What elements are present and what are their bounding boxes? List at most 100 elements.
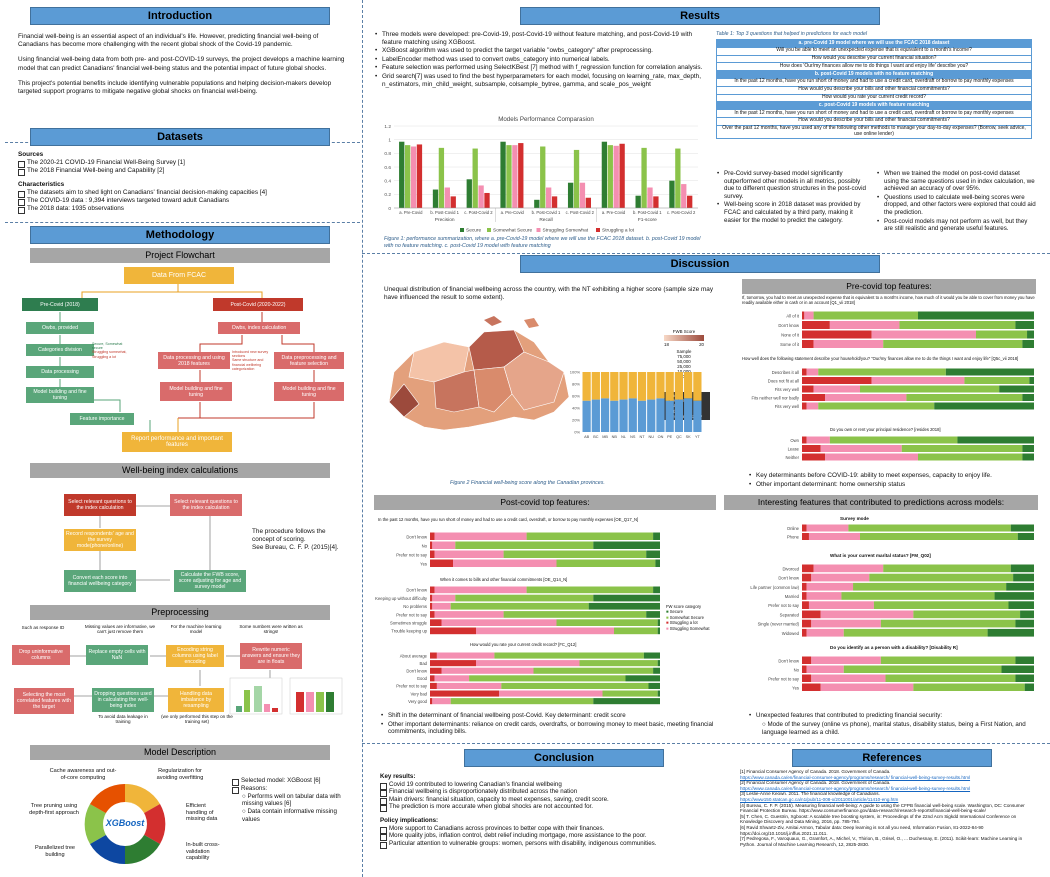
- prep-encoding: Encoding string columns using label enco…: [166, 645, 224, 667]
- prep-mini-chart-2: [289, 677, 343, 715]
- stack-segment: [806, 436, 830, 444]
- stack-segment: [593, 698, 660, 705]
- stack-tick-label: 0%: [574, 430, 580, 435]
- stack-segment: [432, 602, 451, 610]
- province-label: MB: [602, 435, 608, 439]
- stack-bar-male: [656, 372, 665, 399]
- stack-segment: [802, 683, 821, 691]
- ref-link[interactable]: https://www150.statcan.gc.ca/n1/pub/11-0…: [740, 796, 899, 802]
- wb-subheader: Well-being index calculations: [30, 463, 330, 478]
- stack-segment: [441, 667, 534, 674]
- stack-segment: [653, 667, 660, 674]
- model-feature-4: Efficient handling of missing data: [186, 803, 218, 823]
- stack-segment: [533, 667, 654, 674]
- stack-segment: [860, 533, 1018, 540]
- list-item: Feature selection was performed using Se…: [374, 64, 704, 72]
- stack-bar-male: [684, 372, 693, 399]
- stack-segment: [1013, 573, 1034, 582]
- bar: [687, 195, 693, 208]
- stack-segment: [885, 674, 1016, 682]
- table-row: c. post-Covid 19 models with feature mat…: [716, 101, 1032, 111]
- stack-bar-male: [693, 372, 702, 401]
- table-section-header: b. post-Covid 19 models with no feature …: [716, 70, 1032, 79]
- stack-segment: [802, 340, 814, 348]
- table-row: How does 'Our/my finances allow me to do…: [716, 62, 1032, 72]
- fc-tiny4: Same structure and financial wellbeing c…: [232, 358, 264, 371]
- stack-segment: [434, 550, 504, 558]
- stack-segment: [802, 321, 830, 329]
- category-label: Fits neither well nor badly: [752, 395, 800, 400]
- list-item: More support to Canadians across provinc…: [380, 825, 732, 834]
- bar: [404, 145, 411, 208]
- stack-segment: [806, 665, 844, 673]
- bar: [484, 192, 490, 208]
- post-q2-title: When it comes to bills and other financi…: [440, 577, 568, 582]
- post-q1-title: In the past 12 months, have you run shor…: [378, 517, 639, 522]
- prep-label-4: Some numbers were written as strings!: [239, 624, 303, 635]
- table-cell: How would you describe your bills and ot…: [716, 116, 1032, 126]
- pre-bullets: Key determinants before COVID-19: abilit…: [748, 472, 1038, 490]
- stack-bar-male: [674, 372, 684, 400]
- table-row: Will you be able to meet an unexpected e…: [716, 46, 1032, 56]
- stack-segment: [657, 627, 660, 635]
- list-item: The prediction is more accurate when glo…: [380, 803, 732, 812]
- stack-segment: [1029, 377, 1034, 384]
- category-label: Yes: [792, 685, 799, 690]
- bar: [681, 184, 687, 208]
- stack-bar-female: [637, 400, 647, 432]
- stack-bar-male: [628, 372, 637, 399]
- results-left-list: Pre-Covid survey-based model significant…: [716, 170, 866, 224]
- table-row: How would you describe your bills and ot…: [716, 85, 1032, 95]
- stack-segment: [1015, 674, 1034, 682]
- stack-segment: [802, 592, 807, 600]
- int-q1-chart: Online Phone: [787, 524, 1034, 540]
- stack-segment: [1006, 582, 1034, 591]
- stack-segment: [1017, 533, 1034, 540]
- list-item: Main drivers: financial situation, capac…: [380, 796, 732, 805]
- stack-segment: [818, 402, 935, 410]
- reason-2-text: Data contain informative missing values: [242, 808, 337, 823]
- stack-segment: [880, 619, 1016, 628]
- category-label: About average: [400, 653, 428, 658]
- category-label: Don't know: [778, 323, 800, 328]
- stack-bar-male: [637, 372, 647, 401]
- bar: [653, 196, 659, 208]
- category-label: No: [422, 543, 428, 548]
- stack-segment: [430, 682, 437, 689]
- table-row: In the past 12 months, have you run shor…: [716, 109, 1032, 118]
- results-left-bullets: Pre-Covid survey-based model significant…: [716, 170, 866, 225]
- sources-list: The 2020-21 COVID-19 Financial Well-Bein…: [18, 159, 348, 177]
- bar: [540, 146, 546, 208]
- stack-segment: [883, 340, 1023, 348]
- int-q1-title: Survey mode: [840, 516, 869, 521]
- province-label: PE: [667, 435, 673, 439]
- model-reason-sub: ○ Performs well on tabular data with mis…: [232, 793, 350, 824]
- stack-segment: [813, 340, 884, 348]
- list-item: Other important determinant: home owners…: [748, 481, 1038, 489]
- stack-segment: [476, 627, 614, 635]
- prep-note-6: To avoid data leakage in training: [98, 714, 148, 725]
- category-label: Don't know: [406, 534, 428, 539]
- stack-segment: [806, 368, 819, 376]
- stack-segment: [987, 628, 1034, 637]
- prep-label-2: Missing values are informative, we can't…: [84, 624, 156, 635]
- stack-segment: [430, 690, 499, 697]
- post-bullets: Shift in the determinant of financial we…: [380, 712, 714, 737]
- ref-link[interactable]: https://www.canada.ca/en/financial-consu…: [740, 785, 971, 791]
- stack-segment: [957, 436, 1034, 444]
- table-row: a. pre-Covid 19 model where we will use …: [716, 39, 1032, 48]
- stack-bar-male: [619, 372, 628, 400]
- bar: [450, 196, 456, 208]
- list-item: Shift in the determinant of financial we…: [380, 712, 714, 720]
- stack-bar-female: [610, 400, 619, 432]
- ref-link[interactable]: https://www.canada.ca/en/financial-consu…: [740, 774, 971, 780]
- stack-segment: [441, 619, 557, 626]
- stack-segment: [450, 698, 594, 705]
- category-label: Keeping up without difficulty: [375, 596, 428, 601]
- stack-segment: [434, 675, 470, 682]
- int-q3-chart: Don't know No Prefer not to say Yes: [768, 656, 1034, 691]
- fw-legend-lot-label: Struggling a lot: [669, 620, 698, 626]
- stack-bar-male: [591, 372, 600, 400]
- fc-from-fcac: Data From FCAC: [124, 267, 234, 284]
- province-label: NU: [648, 435, 654, 439]
